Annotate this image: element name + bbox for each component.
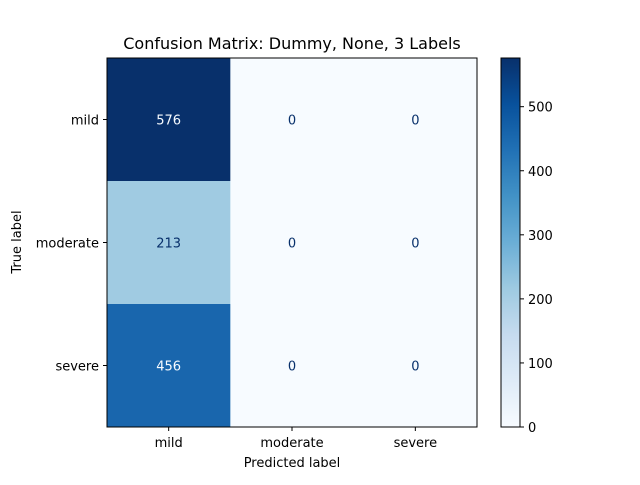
colorbar-tick-label: 500 (528, 101, 553, 116)
cell-value-label: 0 (411, 114, 419, 129)
cell-value-label: 576 (156, 114, 181, 129)
cell-value-label: 456 (156, 360, 181, 375)
colorbar-ticks: 0 100 200 300 400 500 (520, 101, 553, 436)
heatmap-cell-severe-severe (353, 304, 478, 428)
cell-value-label: 0 (288, 360, 296, 375)
colorbar-tick-label: 300 (528, 229, 553, 244)
x-tick-label-moderate: moderate (260, 436, 323, 451)
y-axis-label: True label (10, 210, 25, 274)
x-axis-label: Predicted label (244, 456, 341, 471)
heatmap-cell-mild-severe (353, 58, 478, 182)
x-axis-ticks: mild moderate severe (155, 427, 438, 451)
cell-value-label: 0 (288, 114, 296, 129)
colorbar (500, 57, 521, 428)
cell-value-label: 0 (411, 360, 419, 375)
cell-value-label: 0 (411, 237, 419, 252)
cell-value-labels: 576 0 0 213 0 0 456 0 0 (156, 114, 419, 375)
x-tick-label-severe: severe (394, 436, 438, 451)
heatmap-cell-moderate-mild (107, 181, 231, 305)
colorbar-tick-label: 400 (528, 165, 553, 180)
colorbar-tick-label: 200 (528, 293, 553, 308)
x-tick-label-mild: mild (155, 436, 183, 451)
colorbar-tick-label: 100 (528, 357, 553, 372)
heatmap-cell-mild-mild (107, 58, 231, 182)
colorbar-tick-label: 0 (528, 421, 536, 436)
heatmap-cell-mild-moderate (230, 58, 355, 182)
heatmap-cell-severe-moderate (230, 304, 355, 428)
cell-value-label: 0 (288, 237, 296, 252)
chart-title: Confusion Matrix: Dummy, None, 3 Labels (123, 34, 460, 53)
heatmap-cell-severe-mild (107, 304, 231, 428)
heatmap-cells (107, 58, 478, 428)
y-tick-label-mild: mild (71, 114, 99, 129)
y-axis-ticks: mild moderate severe (36, 114, 107, 375)
heatmap-cell-moderate-severe (353, 181, 478, 305)
cell-value-label: 213 (156, 237, 181, 252)
y-tick-label-moderate: moderate (36, 237, 99, 252)
y-tick-label-severe: severe (55, 360, 99, 375)
heatmap-cell-moderate-moderate (230, 181, 355, 305)
